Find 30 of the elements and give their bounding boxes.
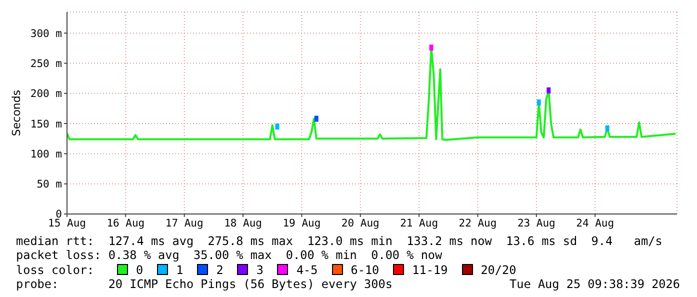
y-tick-label: 150 m (30, 118, 62, 130)
y-tick-label: 100 m (30, 148, 62, 160)
y-tick-label: 250 m (30, 58, 62, 70)
x-tick-label: 20 Aug (341, 217, 380, 230)
text: probe: 20 ICMP Echo Pings (56 Bytes) every 300s (16, 277, 392, 291)
y-axis-title: Seconds (10, 90, 23, 136)
legend-label: 20/20 (480, 262, 516, 276)
legend-label: 2 (215, 262, 224, 276)
x-tick-label: 24 Aug (576, 217, 614, 230)
legend-title: loss color: (16, 262, 96, 276)
x-tick-label: 18 Aug (224, 217, 262, 230)
x-tick-label: 16 Aug (106, 217, 145, 230)
x-tick-label: 23 Aug (517, 217, 556, 230)
x-tick-label: 19 Aug (282, 217, 321, 230)
y-tick-label: 50 m (36, 178, 62, 191)
text: median rtt: 127.4 ms avg 275.8 ms max 123.0 ms min 133.2 ms now 13.6 ms sd 9.4 am/s (16, 234, 664, 248)
legend-label: 0 (135, 262, 144, 276)
y-tick-label: 200 m (30, 88, 62, 100)
legend-label: 4-5 (295, 262, 318, 276)
text: packet loss: 0.38 % avg 35.00 % max 0.00 % min 0.00 % now (16, 248, 444, 262)
y-tick-label: 300 m (30, 28, 62, 40)
x-tick-label: 21 Aug (400, 217, 438, 230)
legend-label: 11-19 (411, 262, 448, 276)
text: Tue Aug 25 09:38:39 2026 (510, 277, 680, 291)
x-tick-label: 17 Aug (165, 217, 204, 230)
x-tick-label: 15 Aug (48, 217, 86, 230)
legend-label: 3 (255, 262, 264, 276)
legend-label: 1 (175, 262, 184, 276)
x-tick-label: 22 Aug (458, 217, 497, 230)
legend-label: 6-10 (350, 262, 380, 276)
